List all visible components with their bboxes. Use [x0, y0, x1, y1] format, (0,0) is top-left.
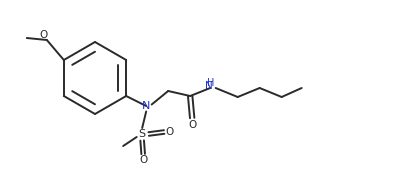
Text: O: O: [139, 155, 147, 165]
Text: O: O: [39, 30, 47, 40]
Text: N: N: [142, 101, 150, 111]
Text: H: H: [207, 78, 214, 88]
Text: O: O: [165, 127, 174, 137]
Text: O: O: [188, 120, 196, 130]
Text: N: N: [205, 80, 213, 90]
Text: S: S: [139, 129, 146, 139]
